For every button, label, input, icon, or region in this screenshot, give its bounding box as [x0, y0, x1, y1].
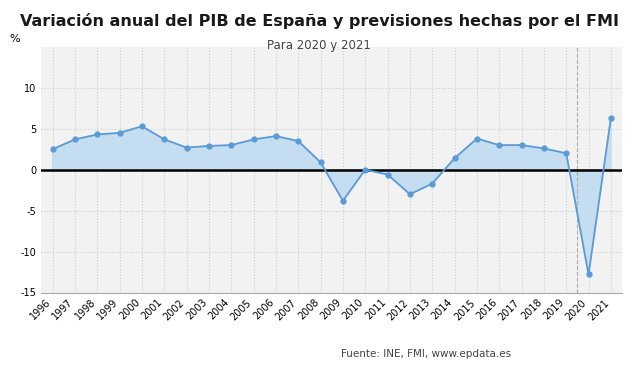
Legend: Variación anual del PIB: Variación anual del PIB — [130, 372, 278, 375]
Text: %: % — [10, 34, 20, 44]
Text: Para 2020 y 2021: Para 2020 y 2021 — [267, 39, 371, 53]
Text: Fuente: INE, FMI, www.epdata.es: Fuente: INE, FMI, www.epdata.es — [341, 350, 512, 359]
Text: Variación anual del PIB de España y previsiones hechas por el FMI: Variación anual del PIB de España y prev… — [20, 13, 618, 29]
